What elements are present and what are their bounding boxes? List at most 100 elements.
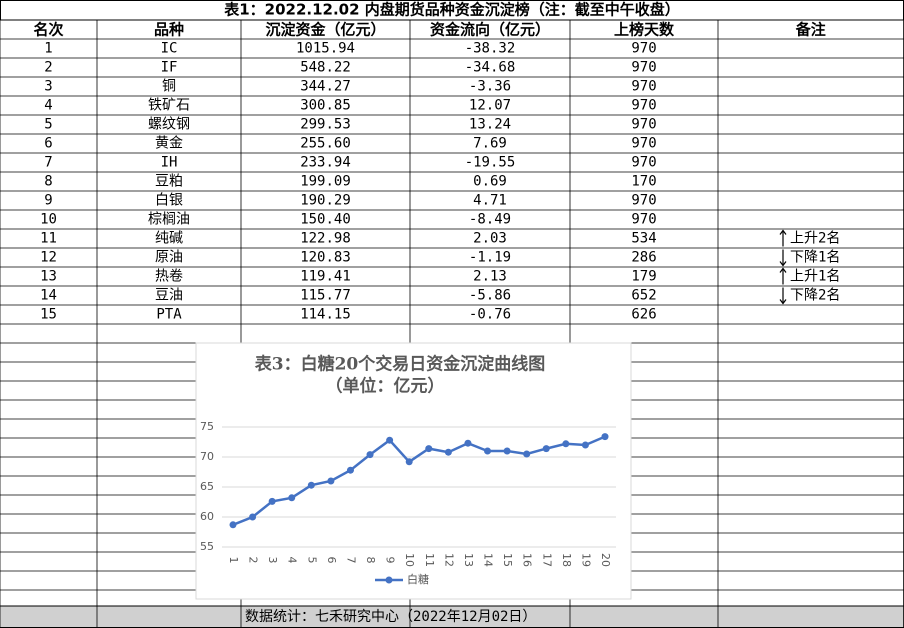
- cell: 970: [631, 60, 656, 76]
- x-tick-label: 11: [423, 553, 436, 567]
- cell: 12: [40, 250, 57, 266]
- arrow-head: [779, 229, 787, 235]
- cell: 548.22: [300, 60, 351, 76]
- cell: 2: [44, 60, 52, 76]
- x-tick-label: 16: [521, 553, 534, 567]
- cell: 白银: [155, 193, 183, 209]
- cell: 170: [631, 174, 656, 190]
- cell: 11: [40, 231, 57, 247]
- legend-label: 白糖: [407, 572, 429, 586]
- cell: 286: [631, 250, 656, 266]
- cell: 13: [40, 269, 57, 285]
- point: [581, 441, 589, 449]
- cell: IH: [161, 155, 178, 171]
- cell: 0.69: [473, 174, 507, 190]
- cell: 2.13: [473, 269, 507, 285]
- cell: 5: [44, 117, 52, 133]
- cell: 4: [44, 98, 52, 114]
- cell: -8.49: [469, 212, 511, 228]
- x-tick-label: 12: [442, 553, 455, 567]
- point: [523, 450, 531, 458]
- point: [288, 494, 296, 502]
- cell: 15: [40, 307, 57, 323]
- cell: 14: [40, 288, 57, 304]
- cell: 6: [44, 136, 52, 152]
- cell: 铜: [162, 79, 176, 95]
- y-tick-label: 60: [200, 510, 214, 523]
- column-header: 名次: [33, 21, 63, 39]
- arrow-head: [779, 299, 787, 305]
- cell: -3.36: [469, 79, 511, 95]
- cell: 534: [631, 231, 656, 247]
- y-tick-label: 55: [200, 540, 214, 553]
- column-header: 上榜天数: [614, 21, 675, 39]
- point: [249, 513, 257, 521]
- cell: -38.32: [465, 41, 516, 57]
- chart-subtitle: （单位：亿元）: [326, 376, 445, 397]
- point: [327, 477, 335, 485]
- cell: -19.55: [465, 155, 516, 171]
- x-tick-label: 13: [462, 553, 475, 567]
- cell: 970: [631, 136, 656, 152]
- x-tick-label: 3: [266, 557, 279, 564]
- footer: 数据统计：七禾研究中心（2022年12月02日）: [245, 609, 536, 625]
- legend-marker: [385, 576, 393, 584]
- y-tick-label: 65: [200, 480, 214, 493]
- cell: 12.07: [469, 98, 511, 114]
- x-tick-label: 10: [403, 553, 416, 567]
- cell: 122.98: [300, 231, 351, 247]
- x-tick-label: 18: [560, 553, 573, 567]
- x-tick-label: 5: [305, 557, 318, 564]
- y-tick-label: 70: [200, 450, 214, 463]
- cell: 970: [631, 41, 656, 57]
- x-tick-label: 7: [344, 557, 357, 564]
- chart-title: 表3：白糖20个交易日资金沉淀曲线图: [255, 354, 546, 375]
- point: [307, 481, 315, 489]
- point: [503, 447, 511, 455]
- point: [601, 433, 609, 441]
- cell: 1015.94: [296, 41, 355, 57]
- cell: 970: [631, 155, 656, 171]
- x-tick-label: 8: [364, 557, 377, 564]
- y-tick-label: 75: [200, 420, 214, 433]
- cell: 豆油: [155, 288, 183, 304]
- cell: PTA: [156, 307, 182, 323]
- cell: 7.69: [473, 136, 507, 152]
- cell: 970: [631, 79, 656, 95]
- point: [268, 497, 276, 505]
- cell: 下降2名: [790, 288, 840, 304]
- cell: 棕榈油: [148, 212, 190, 228]
- cell: 2.03: [473, 231, 507, 247]
- cell: -5.86: [469, 288, 511, 304]
- x-tick-label: 6: [325, 557, 338, 564]
- cell: 13.24: [469, 117, 511, 133]
- footer-bg: [0, 606, 904, 628]
- cell: 233.94: [300, 155, 351, 171]
- cell: 铁矿石: [148, 98, 190, 114]
- cell: 螺纹钢: [148, 117, 190, 133]
- cell: 下降1名: [790, 250, 840, 266]
- x-tick-label: 9: [384, 557, 397, 564]
- x-tick-label: 19: [579, 553, 592, 567]
- cell: 9: [44, 193, 52, 209]
- point: [425, 445, 433, 453]
- cell: 黄金: [155, 135, 183, 152]
- cell: -1.19: [469, 250, 511, 266]
- cell: 8: [44, 174, 52, 190]
- cell: -34.68: [465, 60, 516, 76]
- cell: 1: [44, 41, 52, 57]
- cell: -0.76: [469, 307, 511, 323]
- cell: 10: [40, 212, 57, 228]
- cell: 豆粕: [155, 174, 183, 190]
- cell: 4.71: [473, 193, 507, 209]
- cell: 上升1名: [790, 269, 840, 285]
- point: [366, 451, 374, 459]
- chart-area: [195, 342, 632, 600]
- point: [542, 445, 550, 453]
- cell: 970: [631, 193, 656, 209]
- column-header: 资金流向（亿元）: [430, 21, 550, 39]
- point: [405, 458, 413, 466]
- point: [484, 447, 492, 455]
- cell: 热卷: [155, 269, 183, 285]
- cell: 255.60: [300, 136, 351, 152]
